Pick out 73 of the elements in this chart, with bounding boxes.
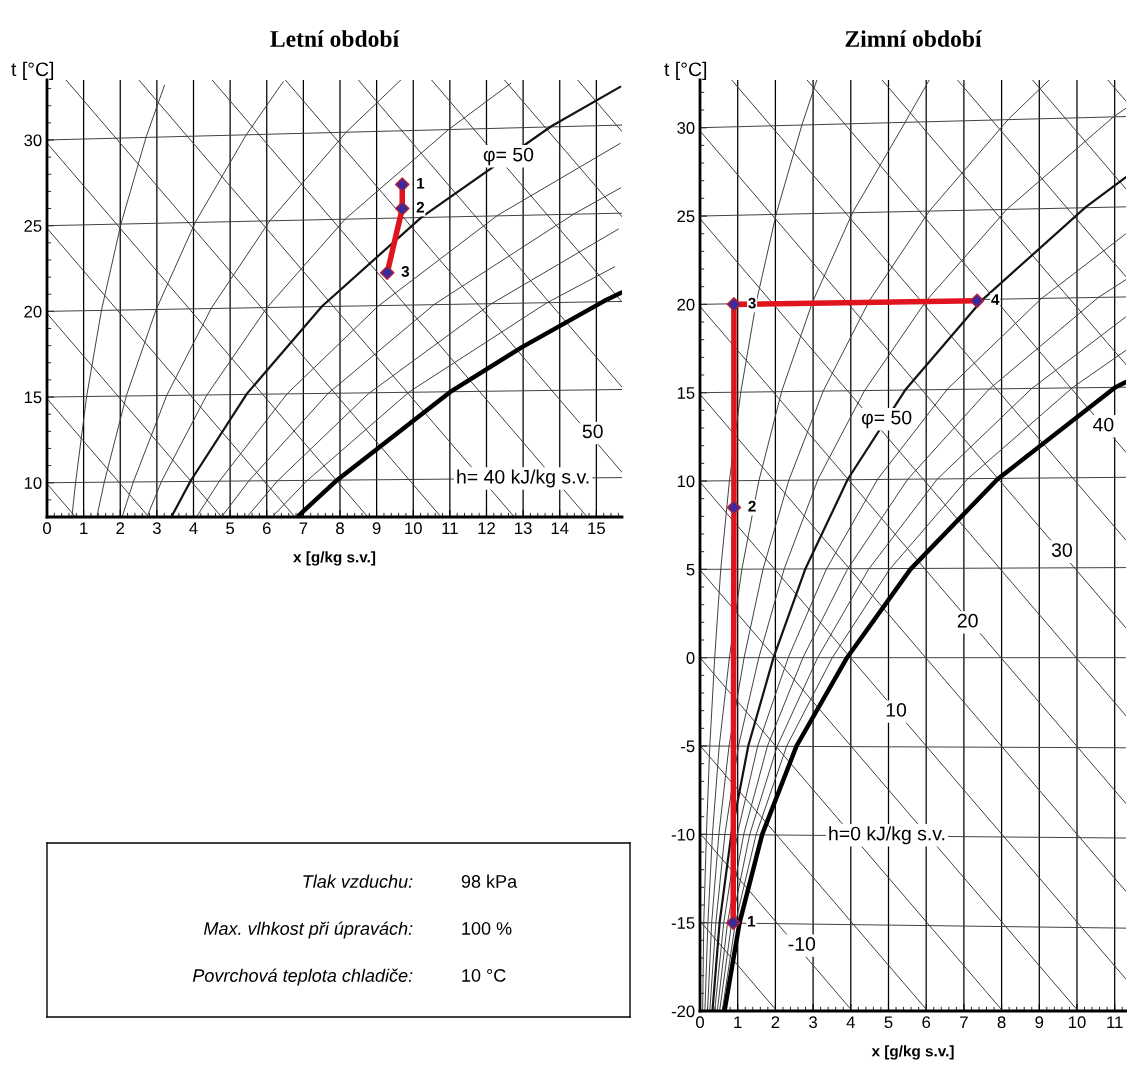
x-tick-label: 13 xyxy=(515,522,532,535)
x-tick-label: 6 xyxy=(922,1016,931,1029)
annotation: 1 xyxy=(417,177,425,189)
x-tick-label: 15 xyxy=(588,522,605,535)
y-axis-title: t [°C] xyxy=(664,61,707,80)
annotation: 50 xyxy=(582,424,603,439)
text: Tlak vzduchu: xyxy=(303,874,413,888)
annotation: h=0 kJ/kg s.v. xyxy=(829,826,945,845)
x-tick-label: 1 xyxy=(734,1016,742,1028)
y-tick-label: 10 xyxy=(24,477,42,489)
x-tick-label: 14 xyxy=(551,522,569,534)
annotation: 4 xyxy=(991,294,1000,305)
chart-title: Letní období xyxy=(270,30,400,47)
x-tick-label: 7 xyxy=(299,522,308,534)
annotation: 3 xyxy=(748,297,756,309)
annotation: 3 xyxy=(401,266,410,277)
text: 98 kPa xyxy=(461,874,518,888)
x-axis-title: x [g/kg s.v.] xyxy=(871,1045,954,1060)
x-tick-label: 12 xyxy=(478,522,495,534)
x-tick-label: 6 xyxy=(262,522,271,535)
y-tick-label: 30 xyxy=(24,134,42,147)
y-tick-label: 25 xyxy=(24,220,42,232)
annotation: 20 xyxy=(957,613,978,628)
y-tick-label: 5 xyxy=(686,563,695,576)
x-tick-label: 8 xyxy=(336,522,344,535)
x-tick-label: 5 xyxy=(884,1016,893,1029)
x-tick-label: 2 xyxy=(771,1016,780,1028)
y-tick-label: -5 xyxy=(681,740,695,753)
y-tick-label: -20 xyxy=(671,1005,695,1018)
annotation: -10 xyxy=(788,937,816,951)
annotation: 40 xyxy=(1093,417,1114,432)
x-tick-label: 4 xyxy=(189,522,198,534)
chart-title: Zimní období xyxy=(845,30,982,47)
x-tick-label: 2 xyxy=(116,522,125,534)
annotation: 10 xyxy=(886,703,907,717)
y-tick-label: 15 xyxy=(677,387,695,399)
text: Povrchová teplota chladiče: xyxy=(192,968,413,986)
annotation: 2 xyxy=(748,500,756,512)
x-tick-label: 5 xyxy=(226,522,235,535)
y-tick-label: 15 xyxy=(24,391,42,404)
y-tick-label: 20 xyxy=(24,305,42,318)
y-tick-label: 0 xyxy=(686,652,695,664)
y-tick-label: -10 xyxy=(671,828,695,841)
x-tick-label: 4 xyxy=(846,1016,855,1028)
x-tick-label: 1 xyxy=(80,522,88,534)
annotation: h= 40 kJ/kg s.v. xyxy=(457,469,589,488)
text: 10 °C xyxy=(462,969,506,982)
x-tick-label: 9 xyxy=(372,522,381,535)
y-tick-label: 30 xyxy=(677,122,695,134)
annotation: φ= 50 xyxy=(483,147,534,166)
x-tick-label: 10 xyxy=(405,522,422,535)
x-tick-label: 11 xyxy=(442,522,458,534)
x-tick-label: 10 xyxy=(1068,1016,1086,1029)
annotation: 1 xyxy=(748,916,756,927)
annotation: 30 xyxy=(1051,543,1072,557)
x-tick-label: 11 xyxy=(1107,1016,1123,1028)
y-axis-title: t [°C] xyxy=(11,61,54,80)
y-tick-label: -15 xyxy=(671,917,695,929)
text: Max. vlhkost při úpravách: xyxy=(203,921,413,939)
annotation: φ= 50 xyxy=(861,410,912,429)
text: 100 % xyxy=(462,922,512,935)
x-tick-label: 3 xyxy=(809,1016,817,1029)
y-tick-label: 20 xyxy=(677,298,695,311)
x-axis-title: x [g/kg s.v.] xyxy=(293,551,376,566)
x-tick-label: 8 xyxy=(997,1016,1006,1029)
x-tick-label: 0 xyxy=(43,522,51,535)
y-tick-label: 25 xyxy=(677,210,695,223)
y-tick-label: 10 xyxy=(677,475,695,488)
x-tick-label: 0 xyxy=(696,1016,704,1029)
x-tick-label: 7 xyxy=(960,1016,968,1028)
x-tick-label: 9 xyxy=(1035,1016,1044,1029)
annotation: 2 xyxy=(416,201,425,213)
x-tick-label: 3 xyxy=(152,522,161,535)
